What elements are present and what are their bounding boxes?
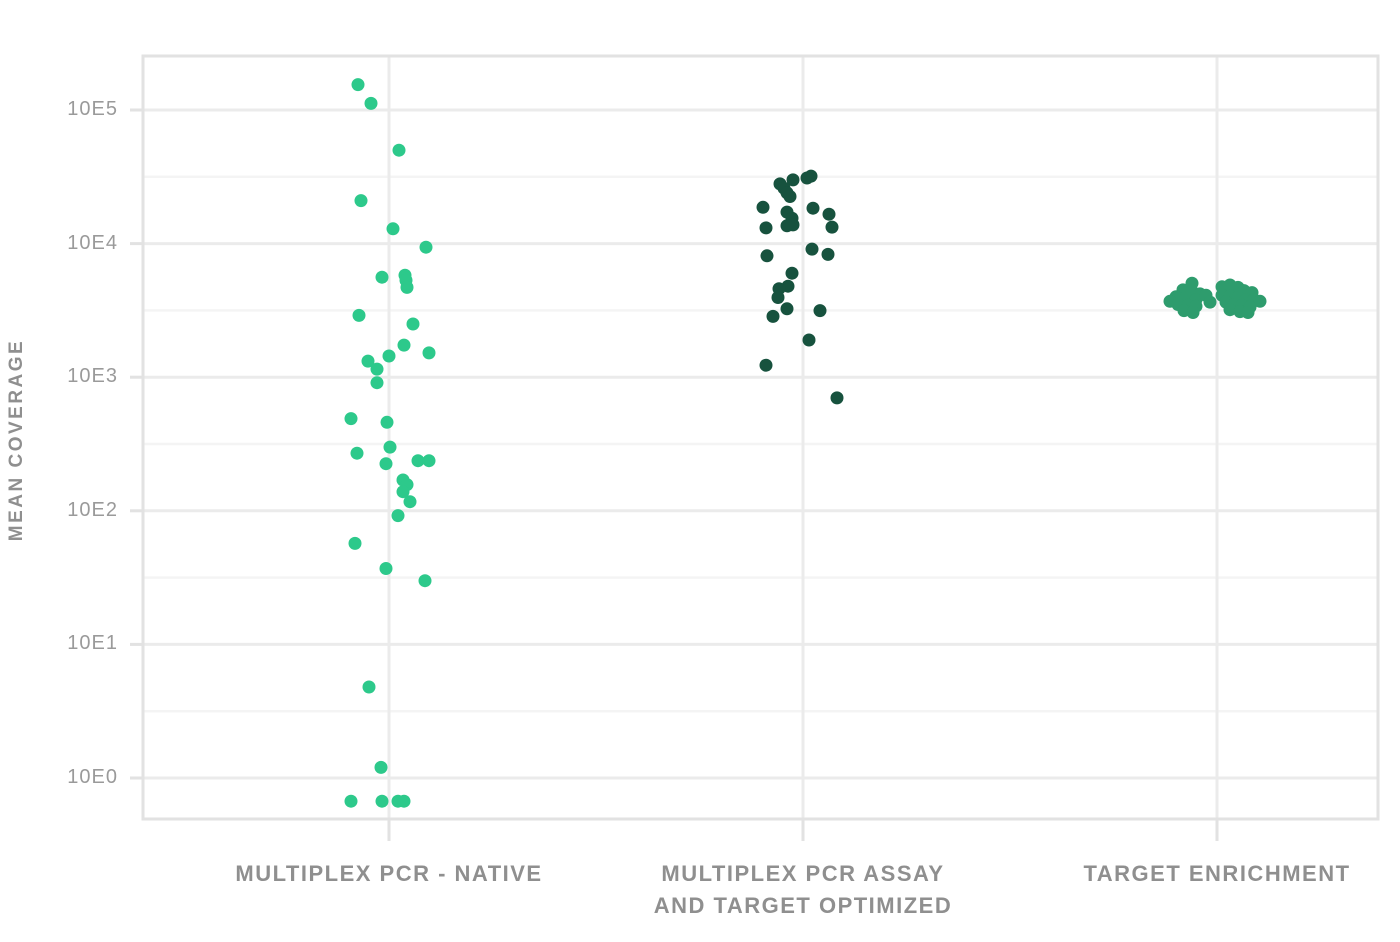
data-point bbox=[825, 220, 839, 234]
data-point bbox=[397, 794, 411, 808]
data-point bbox=[418, 574, 432, 588]
plot-border bbox=[141, 54, 1380, 821]
data-point bbox=[351, 78, 365, 92]
data-point bbox=[380, 415, 394, 429]
y-tick-label-10e0: 10E0 bbox=[67, 766, 118, 789]
data-point bbox=[805, 242, 819, 256]
data-point bbox=[382, 349, 396, 363]
data-point bbox=[422, 454, 436, 468]
data-point bbox=[392, 143, 406, 157]
data-point bbox=[830, 391, 844, 405]
y-tick-label-10e4: 10E4 bbox=[67, 231, 118, 254]
data-point bbox=[344, 412, 358, 426]
data-point bbox=[1223, 303, 1237, 317]
data-point bbox=[783, 190, 797, 203]
data-point bbox=[386, 222, 400, 236]
data-point bbox=[375, 270, 389, 284]
data-point bbox=[374, 760, 388, 774]
data-point bbox=[361, 354, 375, 368]
data-point bbox=[1203, 295, 1217, 309]
x-category-label-multiplex-pcr-assay-optimized: MULTIPLEX PCR ASSAY AND TARGET OPTIMIZED bbox=[654, 858, 952, 922]
data-point bbox=[785, 266, 799, 280]
y-tick-label-10e1: 10E1 bbox=[67, 632, 118, 655]
data-point bbox=[364, 96, 378, 110]
data-point bbox=[370, 376, 384, 390]
x-category-label-target-enrichment: TARGET ENRICHMENT bbox=[1083, 858, 1350, 890]
data-point bbox=[1241, 306, 1255, 319]
data-point bbox=[379, 562, 393, 575]
data-point bbox=[802, 333, 816, 347]
y-tick-label-10e5: 10E5 bbox=[67, 98, 118, 121]
data-point bbox=[780, 302, 794, 316]
data-point bbox=[771, 291, 785, 304]
data-point bbox=[379, 457, 393, 471]
data-point bbox=[391, 509, 405, 523]
x-category-label-multiplex-pcr-native: MULTIPLEX PCR - NATIVE bbox=[235, 858, 542, 890]
x-category-label-line: MULTIPLEX PCR - NATIVE bbox=[235, 861, 543, 886]
data-point bbox=[396, 485, 410, 499]
data-point bbox=[375, 794, 389, 808]
data-point bbox=[813, 304, 827, 318]
y-tick-label-10e2: 10E2 bbox=[67, 498, 118, 521]
data-point bbox=[419, 240, 433, 254]
data-point bbox=[786, 173, 800, 187]
data-point bbox=[362, 680, 376, 694]
data-point bbox=[780, 219, 794, 233]
data-point bbox=[411, 454, 425, 468]
x-category-label-line: MULTIPLEX PCR ASSAY bbox=[661, 861, 945, 886]
data-point bbox=[383, 440, 397, 454]
x-category-label-line: TARGET ENRICHMENT bbox=[1083, 861, 1351, 886]
x-category-label-line: AND TARGET OPTIMIZED bbox=[653, 893, 953, 918]
data-point bbox=[766, 309, 780, 323]
data-point bbox=[350, 446, 364, 460]
data-point bbox=[806, 201, 820, 215]
data-point bbox=[1253, 294, 1267, 308]
data-point bbox=[400, 280, 414, 294]
y-tick-label-10e3: 10E3 bbox=[67, 365, 118, 388]
data-point bbox=[352, 308, 366, 322]
data-point bbox=[397, 338, 411, 352]
data-point bbox=[759, 358, 773, 372]
data-point bbox=[800, 171, 814, 185]
data-point bbox=[406, 317, 420, 331]
data-point bbox=[756, 200, 770, 214]
data-point bbox=[403, 495, 417, 509]
data-point bbox=[344, 794, 358, 808]
data-point bbox=[821, 247, 835, 261]
data-point bbox=[1186, 306, 1200, 319]
data-point bbox=[822, 207, 836, 221]
data-point bbox=[760, 249, 774, 263]
data-point bbox=[354, 194, 368, 208]
data-point bbox=[348, 536, 362, 550]
data-point bbox=[759, 221, 773, 235]
data-point bbox=[370, 362, 384, 376]
data-point bbox=[422, 346, 436, 360]
